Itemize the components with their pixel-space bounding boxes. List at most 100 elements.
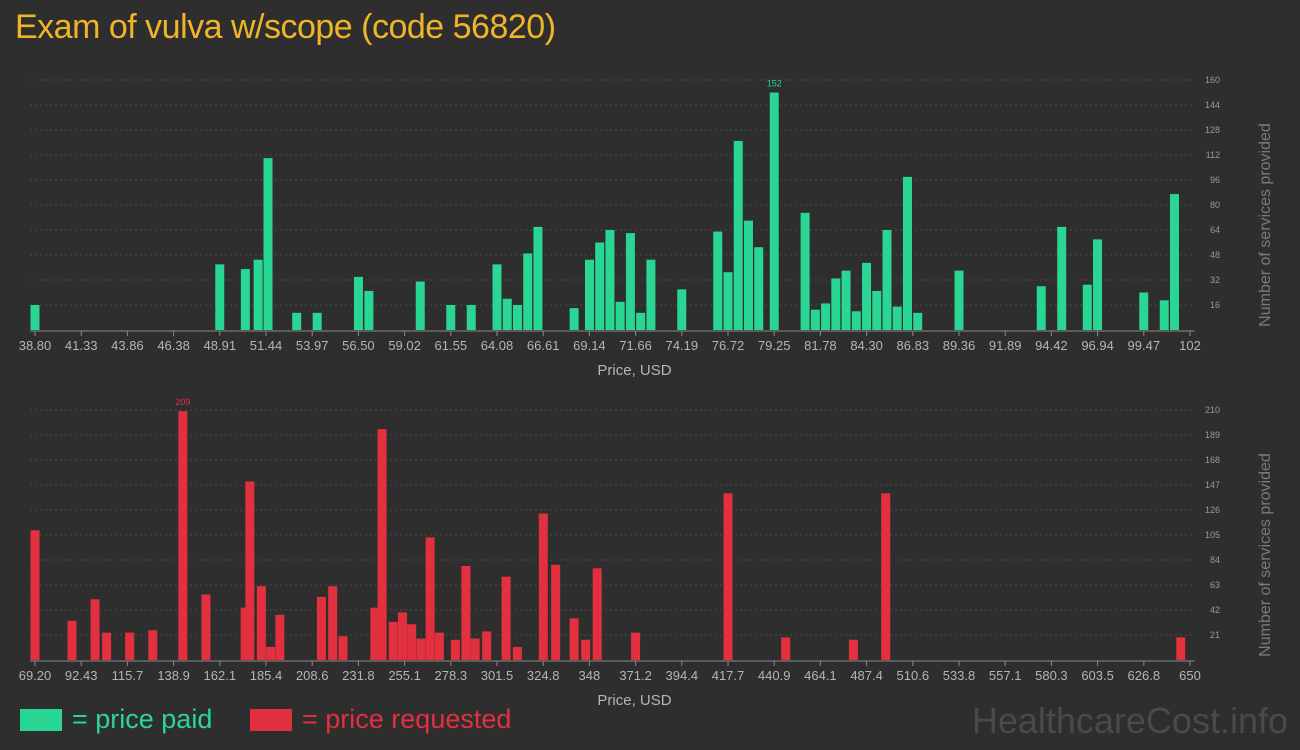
bar-paid-7 — [353, 276, 363, 330]
ytick-paid-3: 64 — [1210, 225, 1220, 235]
bar-paid-16 — [533, 226, 543, 330]
ytick-requested-2: 63 — [1210, 580, 1220, 590]
ytick-requested-4: 105 — [1205, 530, 1220, 540]
bar-paid-0 — [30, 305, 40, 330]
bar-paid-20 — [605, 230, 615, 330]
bar-requested-12 — [275, 614, 285, 660]
bar-requested-22 — [425, 537, 435, 660]
bar-requested-32 — [569, 618, 579, 660]
x-axis-title-paid: Price, USD — [597, 362, 671, 379]
bar-requested-20 — [407, 624, 417, 660]
xtick-paid-1: 41.33 — [65, 338, 98, 353]
xtick-requested-10: 301.5 — [481, 668, 514, 683]
bar-requested-17 — [377, 429, 387, 660]
ytick-requested-7: 168 — [1205, 455, 1220, 465]
bar-paid-11 — [466, 305, 476, 330]
xtick-requested-0: 69.20 — [19, 668, 52, 683]
ytick-requested-3: 84 — [1210, 555, 1220, 565]
xtick-paid-19: 86.83 — [897, 338, 930, 353]
bar-paid-2 — [240, 269, 250, 330]
xtick-paid-13: 71.66 — [619, 338, 652, 353]
bar-paid-45 — [1036, 286, 1046, 330]
xtick-requested-21: 557.1 — [989, 668, 1022, 683]
ytick-paid-7: 128 — [1205, 125, 1220, 135]
bar-requested-26 — [470, 638, 480, 660]
xtick-paid-3: 46.38 — [157, 338, 190, 353]
bar-requested-14 — [328, 586, 338, 660]
bar-paid-10 — [446, 305, 456, 330]
bar-paid-6 — [312, 312, 322, 330]
xtick-requested-8: 255.1 — [388, 668, 421, 683]
bar-paid-50 — [1159, 300, 1169, 330]
xtick-paid-10: 64.08 — [481, 338, 514, 353]
bar-requested-35 — [631, 632, 641, 660]
ytick-paid-1: 32 — [1210, 275, 1220, 285]
max-label-requested: 209 — [175, 397, 190, 407]
legend-price-requested: = price requested — [250, 704, 511, 735]
bar-requested-16 — [370, 607, 380, 660]
xtick-paid-7: 56.50 — [342, 338, 375, 353]
bar-requested-39 — [881, 493, 891, 660]
bar-paid-28 — [733, 140, 743, 330]
legend-swatch-paid — [20, 708, 62, 731]
xtick-paid-4: 48.91 — [204, 338, 237, 353]
watermark: HealthcareCost.info — [971, 700, 1288, 741]
bar-paid-29 — [743, 220, 753, 330]
bar-requested-33 — [581, 639, 591, 660]
ytick-requested-0: 21 — [1210, 630, 1220, 640]
bar-paid-49 — [1139, 292, 1149, 330]
bar-paid-43 — [913, 312, 923, 330]
chart-requested: 21 42 63 84 105 126 147 168 189 210 69.20 92.43 115.… — [19, 397, 1274, 709]
bar-paid-24 — [646, 259, 656, 330]
bar-paid-39 — [872, 290, 882, 330]
xtick-paid-21: 91.89 — [989, 338, 1022, 353]
ytick-paid-5: 96 — [1210, 175, 1220, 185]
bar-requested-24 — [450, 639, 460, 660]
xtick-requested-24: 626.8 — [1128, 668, 1161, 683]
xtick-paid-24: 99.47 — [1128, 338, 1161, 353]
xtick-requested-13: 371.2 — [619, 668, 652, 683]
xtick-paid-8: 59.02 — [388, 338, 421, 353]
ytick-requested-6: 147 — [1205, 480, 1220, 490]
xtick-paid-15: 76.72 — [712, 338, 745, 353]
bar-requested-5 — [148, 630, 158, 660]
xtick-requested-22: 580.3 — [1035, 668, 1068, 683]
ytick-requested-1: 42 — [1210, 605, 1220, 615]
xtick-requested-14: 394.4 — [666, 668, 699, 683]
bar-requested-7 — [201, 594, 211, 660]
bar-paid-8 — [364, 290, 374, 330]
bar-paid-40 — [882, 230, 892, 330]
y-axis-title-paid: Number of services provided — [1257, 123, 1274, 327]
xtick-requested-19: 510.6 — [897, 668, 930, 683]
bar-requested-9 — [245, 481, 255, 660]
bar-requested-19 — [397, 612, 407, 660]
bar-requested-13 — [316, 596, 326, 660]
xtick-requested-4: 162.1 — [204, 668, 237, 683]
y-axis-title-requested: Number of services provided — [1257, 453, 1274, 657]
bar-requested-18 — [388, 621, 398, 660]
bar-paid-9 — [415, 281, 425, 330]
bar-paid-27 — [723, 272, 733, 330]
xtick-paid-16: 79.25 — [758, 338, 791, 353]
bar-paid-1 — [215, 264, 225, 330]
xtick-requested-17: 464.1 — [804, 668, 837, 683]
bar-paid-46 — [1057, 226, 1067, 330]
bar-paid-48 — [1093, 239, 1103, 330]
max-label-paid: 152 — [767, 79, 782, 89]
bar-paid-35 — [831, 278, 841, 330]
xtick-requested-25: 650 — [1179, 668, 1201, 683]
bar-paid-36 — [841, 270, 851, 330]
xtick-requested-5: 185.4 — [250, 668, 283, 683]
bar-requested-27 — [482, 631, 492, 660]
xtick-requested-3: 138.9 — [157, 668, 190, 683]
bar-requested-30 — [538, 513, 548, 660]
legend-swatch-requested — [250, 708, 292, 731]
bar-requested-28 — [501, 576, 511, 660]
bar-paid-25 — [677, 289, 687, 330]
ytick-paid-0: 16 — [1210, 300, 1220, 310]
xtick-requested-9: 278.3 — [435, 668, 468, 683]
bar-paid-18 — [584, 259, 594, 330]
bar-paid-32 — [800, 212, 810, 330]
bar-requested-40 — [1176, 637, 1186, 660]
